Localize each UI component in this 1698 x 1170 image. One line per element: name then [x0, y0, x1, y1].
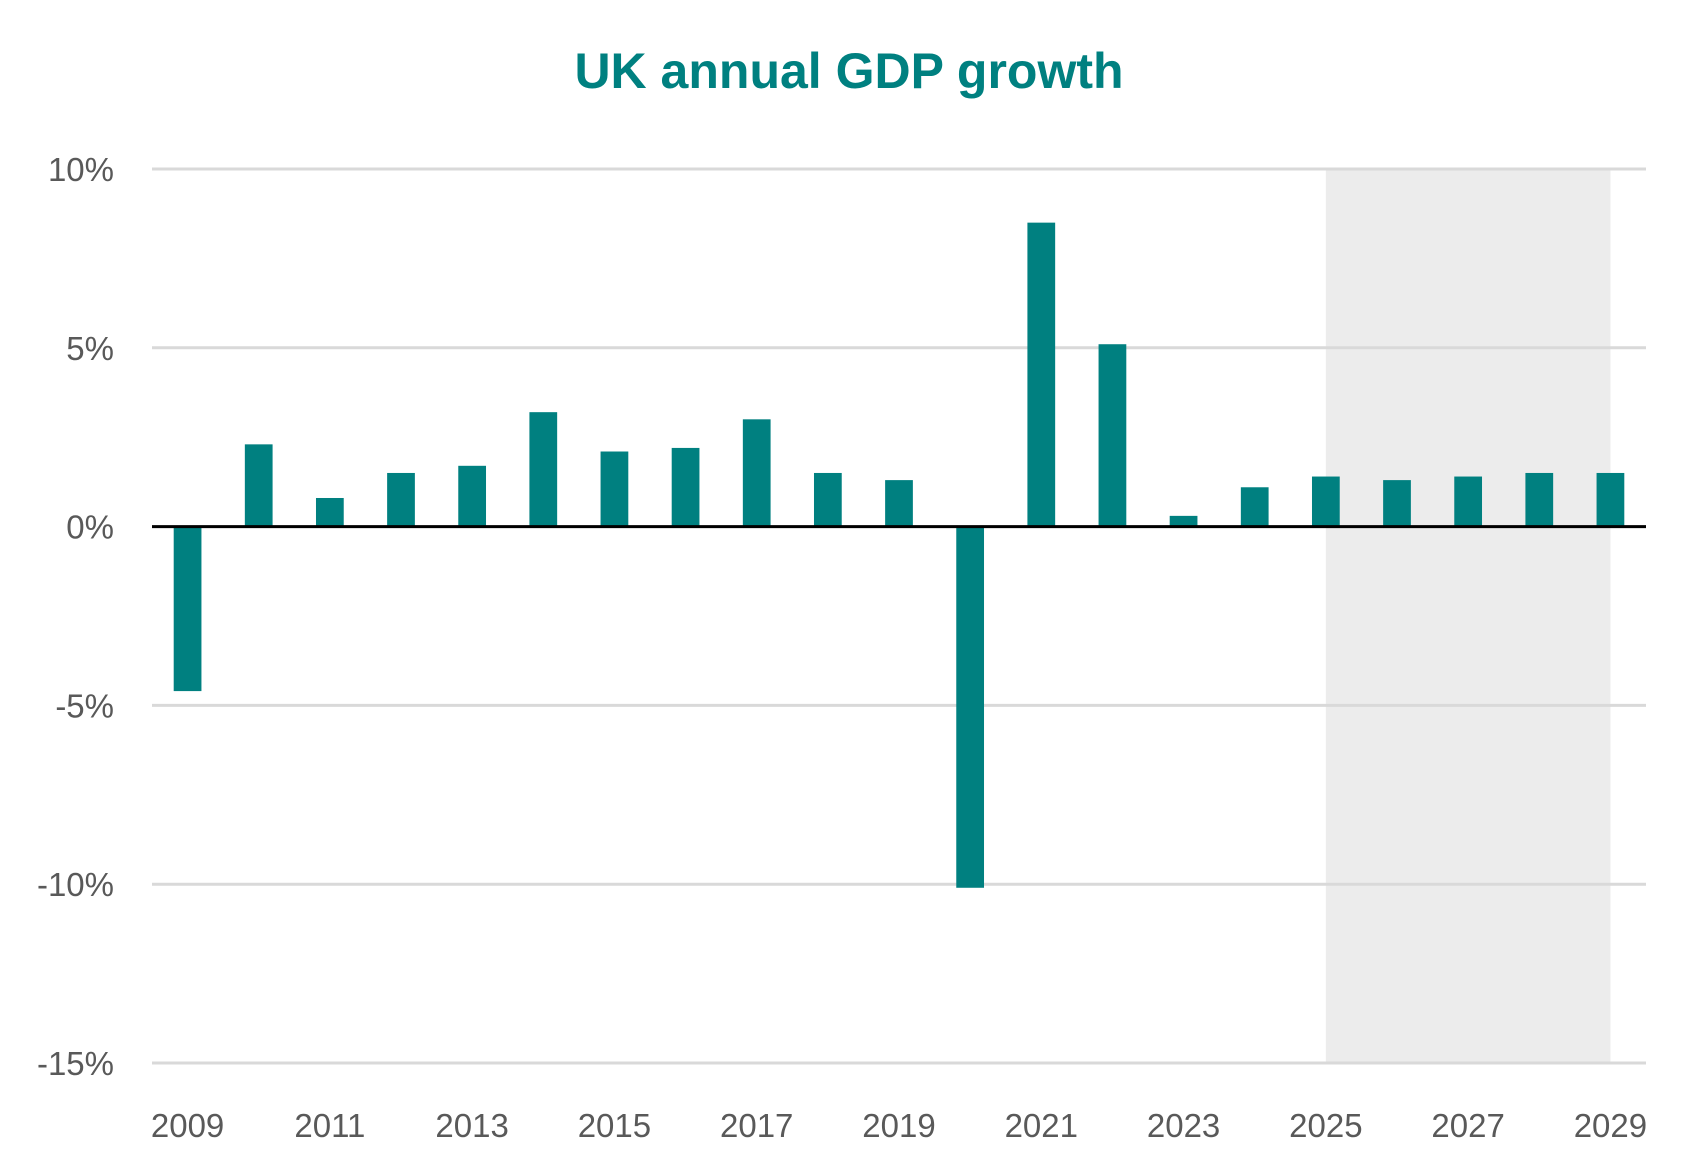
x-axis-ticks: 2009 2011 2013 2015 2017 2019 2021 2023 2025 2027… — [151, 1107, 1647, 1144]
x-tick-label: 2017 — [720, 1107, 793, 1144]
y-tick-label: 10% — [48, 151, 114, 188]
x-tick-label: 2015 — [578, 1107, 651, 1144]
chart-title: UK annual GDP growth — [574, 43, 1123, 99]
y-tick-label: 0% — [66, 509, 114, 546]
bar-2026 — [1383, 480, 1411, 527]
bar-2009 — [173, 526, 202, 692]
x-tick-label: 2027 — [1431, 1107, 1504, 1144]
bar-2018 — [813, 472, 842, 527]
y-tick-label: -5% — [55, 687, 114, 724]
x-tick-label: 2013 — [435, 1107, 508, 1144]
bar-2019 — [885, 480, 913, 527]
bars — [173, 222, 1625, 888]
y-axis-ticks: 10% 5% 0% -5% -10% -15% — [37, 151, 114, 1082]
bar-2028 — [1525, 472, 1554, 527]
forecast-shading — [1325, 169, 1611, 1063]
forecast-shading-layer — [1325, 169, 1611, 1063]
x-tick-label: 2019 — [862, 1107, 935, 1144]
bar-2012 — [387, 472, 415, 527]
y-tick-label: -15% — [37, 1045, 114, 1082]
bar-2013 — [458, 465, 487, 527]
y-tick-label: -10% — [37, 866, 114, 903]
x-tick-label: 2029 — [1574, 1107, 1647, 1144]
gridlines — [152, 167, 1646, 1065]
bar-2011 — [315, 497, 344, 527]
y-tick-label: 5% — [66, 330, 114, 367]
bar-2010 — [244, 444, 273, 527]
bar-2024 — [1240, 487, 1269, 527]
bar-2022 — [1098, 344, 1127, 527]
bar-2025 — [1311, 476, 1340, 527]
x-tick-label: 2021 — [1005, 1107, 1078, 1144]
bar-2020 — [956, 526, 985, 888]
bar-2014 — [529, 412, 558, 527]
bar-2021 — [1027, 222, 1056, 527]
bar-2027 — [1454, 476, 1483, 527]
x-tick-label: 2025 — [1289, 1107, 1362, 1144]
x-tick-label: 2009 — [151, 1107, 224, 1144]
bar-2023 — [1169, 515, 1198, 527]
bar-2029 — [1596, 472, 1625, 527]
x-tick-label: 2023 — [1147, 1107, 1220, 1144]
bar-2017 — [742, 419, 771, 527]
bar-2016 — [671, 447, 700, 527]
bar-2015 — [600, 451, 629, 527]
x-tick-label: 2011 — [294, 1107, 365, 1144]
